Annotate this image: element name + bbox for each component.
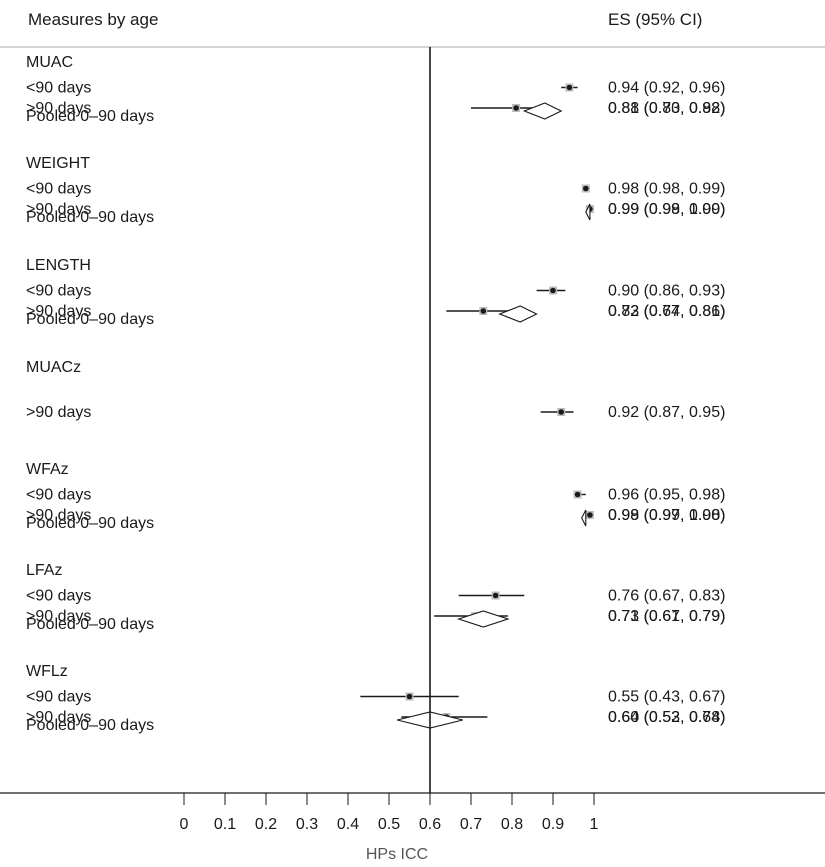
row-label: >90 days: [26, 100, 91, 117]
row-label: <90 days: [26, 689, 91, 706]
estimate-value: 0.81 (0.70, 0.88): [608, 100, 725, 117]
estimate-value: 0.96 (0.95, 0.98): [608, 487, 725, 504]
estimate-point: [480, 308, 487, 314]
x-axis-ticks: 0 0.1 0.2 0.3 0.4 0.5 0.6 0.7 0.8 0.9 1: [180, 793, 599, 833]
x-tick-label: 0.4: [337, 816, 359, 833]
estimate-point: [406, 693, 413, 700]
group-label: WFAz: [26, 461, 69, 478]
estimate-point: [558, 409, 564, 415]
pooled-diamond: [522, 102, 563, 120]
x-tick-label: 0.2: [255, 816, 277, 833]
row-label: Pooled 0–90 days: [26, 108, 154, 125]
pooled-diamond: [498, 305, 538, 323]
estimate-point: [587, 512, 593, 518]
estimate-value: 0.55 (0.43, 0.67): [608, 689, 725, 706]
estimate-point: [583, 185, 589, 192]
forest-body: MUAC <90 days 0.94 (0.92, 0.96) >90 days 0.8…: [26, 47, 725, 793]
estimate-value: 0.99 (0.98, 0.99): [608, 201, 725, 218]
row-label: Pooled 0–90 days: [26, 515, 154, 532]
pooled-diamond: [456, 610, 510, 628]
row-label: Pooled 0–90 days: [26, 616, 154, 633]
estimate-value: 0.98 (0.98, 0.99): [608, 181, 725, 198]
header-es-ci: ES (95% CI): [608, 10, 702, 29]
estimate-value: 0.64 (0.53, 0.74): [608, 709, 725, 726]
estimate-value: 0.92 (0.87, 0.95): [608, 404, 725, 421]
row-label: >90 days: [26, 201, 91, 218]
row-label: >90 days: [26, 507, 91, 524]
group-label: MUAC: [26, 54, 73, 71]
x-tick-label: 0.8: [501, 816, 523, 833]
estimate-value: 0.99 (0.99, 1.00): [608, 201, 725, 218]
group-label: LFAz: [26, 562, 62, 579]
row-label: <90 days: [26, 588, 91, 605]
x-tick-label: 0: [180, 816, 189, 833]
row-label: >90 days: [26, 709, 91, 726]
x-tick-label: 0.9: [542, 816, 564, 833]
estimate-value: 0.90 (0.86, 0.93): [608, 283, 725, 300]
row-label: >90 days: [26, 404, 91, 421]
row-label: >90 days: [26, 608, 91, 625]
row-label: Pooled 0–90 days: [26, 209, 154, 226]
estimate-value: 0.60 (0.52, 0.68): [608, 709, 725, 726]
x-tick-label: 0.1: [214, 816, 236, 833]
estimate-value: 0.94 (0.92, 0.96): [608, 80, 725, 97]
estimate-value: 0.71 (0.61, 0.79): [608, 608, 725, 625]
row-label: Pooled 0–90 days: [26, 717, 154, 734]
group-label: WFLz: [26, 663, 68, 680]
estimate-value: 0.73 (0.64, 0.81): [608, 303, 725, 320]
estimate-point: [513, 105, 519, 111]
estimate-value: 0.88 (0.83, 0.92): [608, 100, 725, 117]
group-label: LENGTH: [26, 257, 91, 274]
estimate-value: 0.73 (0.67, 0.79): [608, 608, 725, 625]
x-axis-label: HPs ICC: [366, 846, 428, 863]
row-label: <90 days: [26, 181, 91, 198]
row-label: Pooled 0–90 days: [26, 311, 154, 328]
estimate-value: 0.98 (0.97, 0.98): [608, 507, 725, 524]
row-label: >90 days: [26, 303, 91, 320]
x-tick-label: 0.6: [419, 816, 441, 833]
header-measures-by-age: Measures by age: [28, 10, 158, 29]
pooled-diamond: [585, 203, 591, 221]
row-label: <90 days: [26, 283, 91, 300]
estimate-point: [566, 84, 573, 91]
estimate-value: 0.99 (0.99, 1.00): [608, 507, 725, 524]
estimate-value: 0.82 (0.77, 0.86): [608, 303, 725, 320]
estimate-point: [574, 491, 581, 498]
row-label: <90 days: [26, 80, 91, 97]
estimate-point: [492, 592, 499, 599]
x-tick-label: 0.5: [378, 816, 400, 833]
x-tick-label: 1: [590, 816, 599, 833]
group-label: WEIGHT: [26, 155, 90, 172]
row-label: <90 days: [26, 487, 91, 504]
estimate-point: [550, 287, 556, 294]
group-label: MUACz: [26, 359, 81, 376]
x-tick-label: 0.7: [460, 816, 482, 833]
estimate-value: 0.76 (0.67, 0.83): [608, 588, 725, 605]
pooled-diamond: [581, 509, 587, 527]
x-tick-label: 0.3: [296, 816, 318, 833]
